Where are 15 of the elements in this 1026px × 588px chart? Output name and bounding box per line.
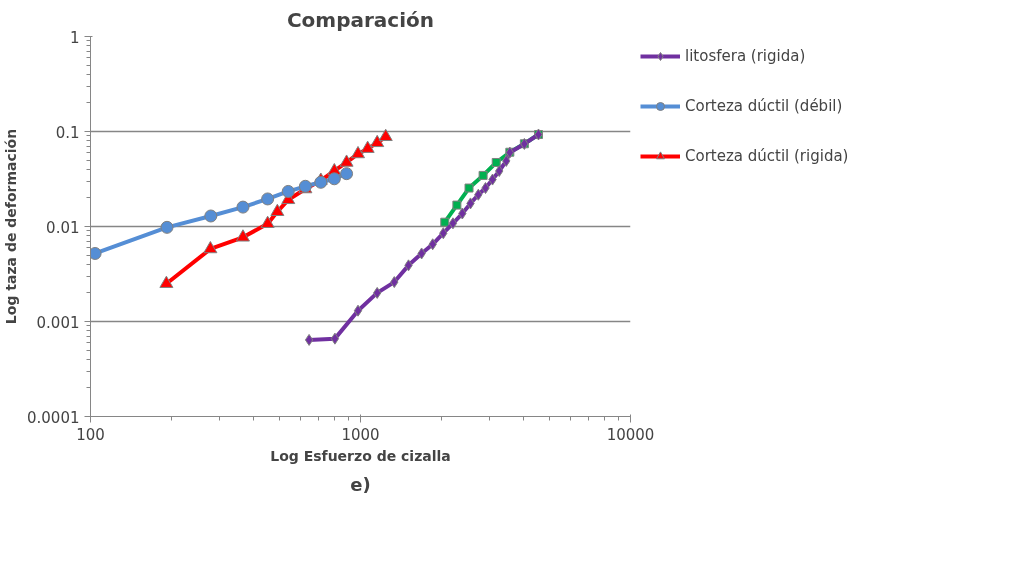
y-tick-label: 0.001 bbox=[36, 313, 80, 332]
y-tick-label: 0.0001 bbox=[27, 408, 80, 427]
legend-label: litosfera (rigida) bbox=[685, 47, 806, 65]
text: e) bbox=[350, 473, 371, 495]
x-tick-label: 10000 bbox=[606, 425, 655, 444]
y-tick-label: 0.1 bbox=[55, 123, 80, 142]
x-axis-title: Log Esfuerzo de cizalla bbox=[270, 447, 451, 464]
y-axis-title: Log taza de deformación bbox=[3, 128, 20, 325]
chart-title: Comparación bbox=[286, 7, 435, 32]
legend-label: Corteza dúctil (rigida) bbox=[685, 147, 849, 165]
legend-label: Corteza dúctil (débil) bbox=[685, 97, 843, 115]
y-tick-label: 1 bbox=[69, 28, 80, 47]
x-tick-label: 100 bbox=[76, 425, 105, 444]
x-tick-label: 1000 bbox=[341, 425, 380, 444]
y-tick-label: 0.01 bbox=[46, 218, 80, 237]
